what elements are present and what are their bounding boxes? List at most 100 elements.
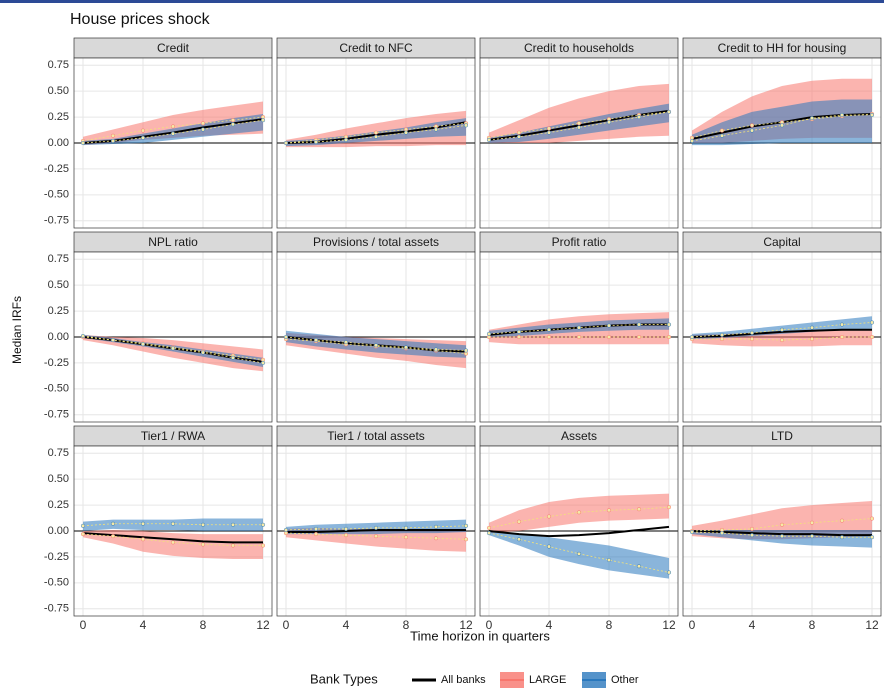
panel-title: Credit — [157, 41, 190, 55]
point — [260, 118, 266, 123]
point — [779, 327, 785, 332]
point — [869, 112, 875, 118]
point — [283, 527, 289, 533]
point — [779, 522, 785, 527]
point — [260, 360, 266, 365]
y-tick-label: 0.50 — [48, 85, 69, 97]
point — [373, 130, 379, 135]
point — [666, 505, 672, 510]
point — [666, 322, 672, 327]
point — [463, 523, 469, 528]
y-tick-label: -0.50 — [44, 577, 69, 589]
point — [110, 138, 116, 143]
point — [689, 138, 695, 143]
point — [749, 526, 755, 531]
panel-title: LTD — [771, 429, 793, 443]
point — [343, 533, 349, 538]
point — [636, 334, 642, 340]
point — [110, 338, 116, 343]
panel-border — [479, 445, 679, 617]
point — [140, 128, 146, 133]
point — [719, 332, 725, 337]
x-tick-label: 0 — [689, 618, 696, 632]
point — [170, 521, 176, 526]
point — [463, 537, 469, 542]
point — [486, 525, 492, 530]
point — [170, 346, 176, 351]
x-tick-label: 4 — [343, 618, 350, 632]
point — [373, 343, 379, 348]
y-tick-label: 0.25 — [48, 305, 69, 317]
point — [373, 134, 379, 139]
point — [636, 507, 642, 512]
panel-border — [682, 445, 882, 617]
panel-title: Assets — [561, 429, 597, 443]
panel-border — [73, 251, 273, 423]
x-tick-label: 4 — [546, 618, 553, 632]
point — [749, 337, 755, 342]
y-tick-label: -0.75 — [44, 409, 69, 421]
y-tick-label: 0.00 — [48, 137, 69, 149]
point — [80, 532, 86, 537]
x-tick-label: 8 — [606, 618, 613, 632]
point — [749, 128, 755, 133]
point — [546, 327, 552, 332]
panel-border — [479, 251, 679, 423]
point — [230, 355, 236, 360]
point — [666, 334, 672, 340]
x-tick-label: 0 — [80, 618, 87, 632]
panel-title: Tier1 / total assets — [327, 429, 425, 443]
point — [313, 532, 319, 537]
point — [230, 122, 236, 127]
panel-title: NPL ratio — [148, 235, 198, 249]
point — [403, 130, 409, 135]
point — [809, 325, 815, 330]
point — [576, 510, 582, 515]
point — [110, 133, 116, 138]
point — [636, 115, 642, 120]
point — [719, 531, 725, 536]
y-axis-label: Median IRFs — [10, 296, 24, 364]
point — [433, 536, 439, 541]
legend-title: Bank Types — [310, 671, 378, 686]
point — [666, 570, 672, 575]
point — [433, 347, 439, 352]
panel-title: Credit to HH for housing — [718, 41, 847, 55]
point — [463, 123, 469, 128]
point — [403, 525, 409, 530]
point — [80, 333, 86, 339]
panel-border — [479, 57, 679, 229]
point — [719, 337, 725, 342]
point — [869, 334, 875, 340]
point — [463, 348, 469, 353]
point — [343, 526, 349, 531]
point — [839, 334, 845, 340]
panel-title: Tier1 / RWA — [141, 429, 205, 443]
x-tick-label: 8 — [200, 618, 207, 632]
y-tick-label: 0.00 — [48, 525, 69, 537]
y-tick-label: 0.25 — [48, 499, 69, 511]
point — [486, 531, 492, 536]
band — [83, 529, 263, 559]
median-line — [488, 525, 670, 538]
point — [170, 131, 176, 136]
point — [546, 514, 552, 519]
point — [779, 534, 785, 539]
panel-border — [73, 445, 273, 617]
panel-title: Credit to NFC — [339, 41, 413, 55]
point — [230, 118, 236, 123]
point — [486, 137, 492, 142]
point — [779, 123, 785, 128]
point — [516, 519, 522, 524]
x-axis-label: Time horizon in quarters — [410, 628, 550, 643]
x-tick-label: 12 — [865, 618, 879, 632]
point — [80, 140, 86, 146]
y-tick-label: -0.25 — [44, 163, 69, 175]
y-tick-label: -0.25 — [44, 551, 69, 563]
panel-border — [276, 57, 476, 229]
panel-title: Credit to households — [524, 41, 634, 55]
panel-border — [682, 251, 882, 423]
point — [606, 557, 612, 563]
y-tick-label: -0.25 — [44, 357, 69, 369]
